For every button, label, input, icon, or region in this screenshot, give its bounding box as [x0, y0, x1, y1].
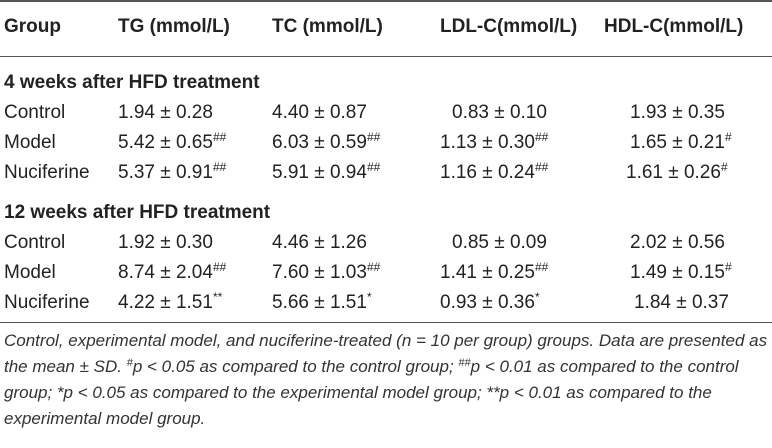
cell-tc: 4.46 ± 1.26 — [272, 232, 367, 253]
cell-hdl: 1.84 ± 0.37 — [634, 292, 729, 313]
header-group: Group — [4, 16, 61, 37]
cell-ldl: 1.13 ± 0.30## — [440, 130, 549, 153]
cell-group: Model — [4, 132, 56, 153]
cell-hdl: 1.93 ± 0.35 — [630, 102, 725, 123]
cell-ldl: 0.93 ± 0.36* — [440, 290, 540, 313]
cell-tg: 5.37 ± 0.91## — [118, 160, 227, 183]
header-rule — [0, 56, 772, 57]
cell-tc: 5.91 ± 0.94## — [272, 160, 381, 183]
table-row: Control 1.94 ± 0.28 4.40 ± 0.87 0.83 ± 0… — [0, 98, 772, 128]
cell-ldl: 0.85 ± 0.09 — [452, 232, 547, 253]
top-rule — [0, 0, 772, 2]
cell-tg: 5.42 ± 0.65## — [118, 130, 227, 153]
cell-tc: 6.03 ± 0.59## — [272, 130, 381, 153]
cell-tg: 4.22 ± 1.51** — [118, 290, 223, 313]
cell-tg: 1.94 ± 0.28 — [118, 102, 213, 123]
section-title-row: 4 weeks after HFD treatment — [0, 68, 772, 98]
header-hdl: HDL-C(mmol/L) — [604, 16, 744, 37]
header-ldl: LDL-C(mmol/L) — [440, 16, 578, 37]
cell-tc: 7.60 ± 1.03## — [272, 260, 381, 283]
cell-ldl: 1.16 ± 0.24## — [440, 160, 549, 183]
table-footnote: Control, experimental model, and nucifer… — [4, 331, 768, 428]
section-title: 4 weeks after HFD treatment — [4, 72, 260, 93]
cell-ldl: 0.83 ± 0.10 — [452, 102, 547, 123]
cell-tc: 5.66 ± 1.51* — [272, 290, 372, 313]
cell-group: Nuciferine — [4, 292, 90, 313]
table-row: Control 1.92 ± 0.30 4.46 ± 1.26 0.85 ± 0… — [0, 228, 772, 258]
section-title-row: 12 weeks after HFD treatment — [0, 198, 772, 228]
cell-tg: 1.92 ± 0.30 — [118, 232, 213, 253]
table-row: Nuciferine 5.37 ± 0.91## 5.91 ± 0.94## 1… — [0, 158, 772, 188]
cell-hdl: 1.49 ± 0.15# — [630, 260, 732, 283]
cell-group: Nuciferine — [4, 162, 90, 183]
cell-group: Control — [4, 232, 66, 253]
cell-group: Control — [4, 102, 66, 123]
table-row: Model 5.42 ± 0.65## 6.03 ± 0.59## 1.13 ±… — [0, 128, 772, 158]
cell-group: Model — [4, 262, 56, 283]
cell-hdl: 1.61 ± 0.26# — [626, 160, 728, 183]
bottom-rule — [0, 322, 772, 323]
section-title: 12 weeks after HFD treatment — [4, 202, 271, 223]
cell-hdl: 2.02 ± 0.56 — [630, 232, 725, 253]
cell-tc: 4.40 ± 0.87 — [272, 102, 367, 123]
header-row: Group TG (mmol/L) TC (mmol/L) LDL-C(mmol… — [0, 12, 772, 42]
cell-hdl: 1.65 ± 0.21# — [630, 130, 732, 153]
header-tc: TC (mmol/L) — [272, 16, 383, 37]
cell-ldl: 1.41 ± 0.25## — [440, 260, 549, 283]
table-row: Nuciferine 4.22 ± 1.51** 5.66 ± 1.51* 0.… — [0, 288, 772, 318]
header-tg: TG (mmol/L) — [118, 16, 230, 37]
table-row: Model 8.74 ± 2.04## 7.60 ± 1.03## 1.41 ±… — [0, 258, 772, 288]
cell-tg: 8.74 ± 2.04## — [118, 260, 227, 283]
